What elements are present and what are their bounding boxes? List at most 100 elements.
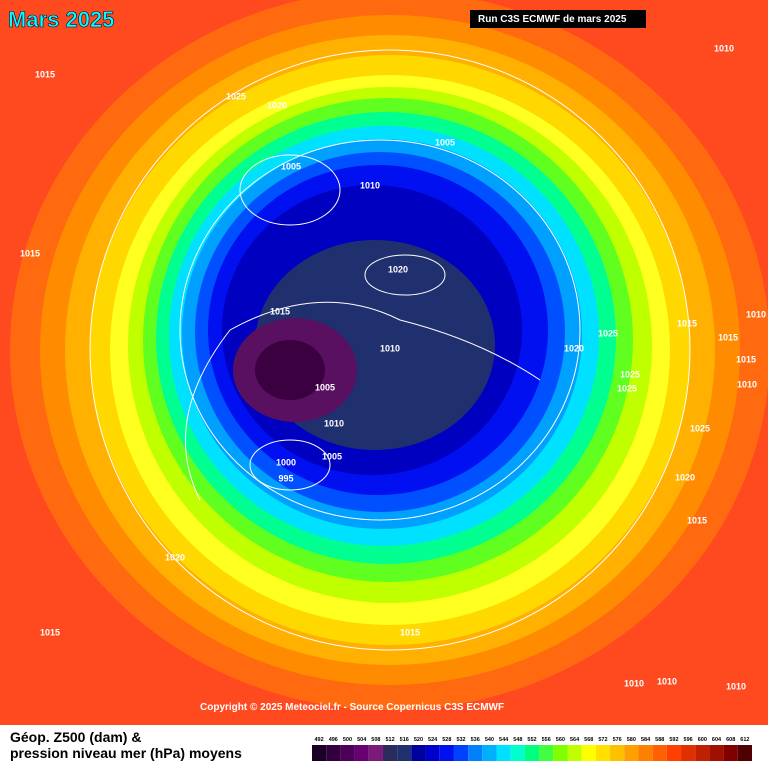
isobar-label: 1010 — [746, 309, 766, 319]
colorbar-label: 588 — [655, 737, 664, 743]
isobar-label: 1020 — [388, 264, 408, 274]
colorbar-cell — [439, 745, 454, 761]
colorbar-cell — [354, 745, 369, 761]
colorbar-label: 612 — [740, 737, 749, 743]
colorbar-label: 524 — [428, 737, 438, 743]
colorbar-label: 556 — [542, 737, 551, 743]
isobar-label: 1020 — [675, 472, 695, 482]
colorbar-label: 564 — [570, 737, 580, 743]
isobar-label: 1015 — [736, 354, 756, 364]
isobar-label: 1010 — [380, 343, 400, 353]
colorbar-label: 496 — [329, 737, 338, 743]
colorbar-cell — [737, 745, 752, 761]
colorbar-label: 608 — [726, 737, 735, 743]
colorbar-cell — [411, 745, 426, 761]
colorbar-cell — [595, 745, 611, 761]
colorbar-label: 540 — [485, 737, 494, 743]
colorbar-cell — [652, 745, 667, 761]
isobar-label: 1015 — [35, 69, 55, 79]
colorbar-cell — [368, 745, 383, 761]
colorbar-cell — [382, 745, 398, 761]
isobar-label: 1025 — [598, 328, 618, 338]
colorbar-label: 552 — [527, 737, 536, 743]
isobar-label: 1020 — [165, 552, 185, 562]
isobar-label: 1025 — [617, 383, 637, 393]
copyright: Copyright © 2025 Meteociel.fr - Source C… — [200, 702, 504, 713]
map-title: Mars 2025 — [8, 7, 114, 32]
colorbar-cell — [624, 745, 639, 761]
isobar-label: 1025 — [620, 369, 640, 379]
isobar-label: 1005 — [435, 137, 455, 147]
colorbar-label: 596 — [684, 737, 693, 743]
colorbar-cell — [695, 745, 710, 761]
colorbar-cell — [666, 745, 682, 761]
colorbar-cell — [312, 745, 327, 761]
colorbar-cell — [581, 745, 596, 761]
colorbar-cell — [482, 745, 497, 761]
isobar-label: 1020 — [267, 100, 287, 110]
colorbar-label: 536 — [471, 737, 480, 743]
colorbar-label: 572 — [598, 737, 607, 743]
isobar-label: 1010 — [324, 418, 344, 428]
colorbar-cell — [510, 745, 525, 761]
colorbar-cell — [681, 745, 696, 761]
run-box — [470, 10, 646, 28]
isobar-label: 1005 — [322, 451, 342, 461]
isobar-label: 1005 — [281, 161, 301, 171]
colorbar-label: 516 — [400, 737, 409, 743]
colorbar-cell — [638, 745, 653, 761]
colorbar-cell — [326, 745, 341, 761]
isobar-label: 995 — [278, 473, 293, 483]
colorbar-label: 580 — [627, 737, 636, 743]
colorbar-label: 512 — [385, 737, 394, 743]
colorbar-label: 560 — [556, 737, 565, 743]
colorbar-cell — [709, 745, 724, 761]
colorbar-label: 492 — [315, 737, 324, 743]
colorbar-label: 532 — [456, 737, 465, 743]
colorbar: 492 496 500 504 508 512 516 520 524 528 532 536 540 5… — [312, 737, 752, 761]
isobar-label: 1015 — [270, 306, 290, 316]
isobar-label: 1005 — [315, 382, 335, 392]
isobar-label: 1010 — [737, 379, 757, 389]
colorbar-cell — [453, 745, 469, 761]
colorbar-cell — [567, 745, 582, 761]
colorbar-cell — [468, 745, 483, 761]
colorbar-label: 520 — [414, 737, 423, 743]
isobar-label: 1010 — [714, 43, 734, 53]
isobar-label: 1010 — [624, 678, 644, 688]
isobar-label: 1015 — [40, 627, 60, 637]
colorbar-label: 508 — [371, 737, 380, 743]
colorbar-label: 500 — [343, 737, 352, 743]
colorbar-cell — [340, 745, 355, 761]
isobar-label: 1020 — [564, 343, 584, 353]
colorbar-label: 504 — [357, 737, 367, 743]
isobar-label: 1000 — [276, 457, 296, 467]
isobar-label: 1025 — [226, 91, 246, 101]
colorbar-label: 548 — [513, 737, 522, 743]
map-background — [0, 0, 768, 725]
isobar-label: 1015 — [677, 318, 697, 328]
colorbar-cell — [397, 745, 412, 761]
legend-title: pression niveau mer (hPa) moyens — [10, 745, 242, 761]
colorbar-label: 584 — [641, 737, 651, 743]
colorbar-label: 576 — [613, 737, 622, 743]
colorbar-label: 568 — [584, 737, 593, 743]
colorbar-label: 528 — [442, 737, 451, 743]
isobar-label: 1015 — [687, 515, 707, 525]
isobar-label: 1010 — [657, 676, 677, 686]
colorbar-cell — [553, 745, 568, 761]
colorbar-label: 592 — [669, 737, 678, 743]
isobar-label: 1010 — [726, 681, 746, 691]
isobar-label: 1015 — [20, 248, 40, 258]
run-label: Run C3S ECMWF de mars 2025 — [478, 14, 627, 25]
contour-labels: 1010 1015 1025 1020 1005 1005 1010 1015 … — [20, 43, 766, 691]
isobar-label: 1025 — [690, 423, 710, 433]
colorbar-label: 600 — [698, 737, 707, 743]
colorbar-cell — [610, 745, 625, 761]
colorbar-cell — [496, 745, 511, 761]
colorbar-label: 604 — [712, 737, 722, 743]
colorbar-cell — [539, 745, 554, 761]
legend-title: Géop. Z500 (dam) & — [10, 729, 141, 745]
colorbar-cell — [425, 745, 440, 761]
isobar-label: 1010 — [360, 180, 380, 190]
